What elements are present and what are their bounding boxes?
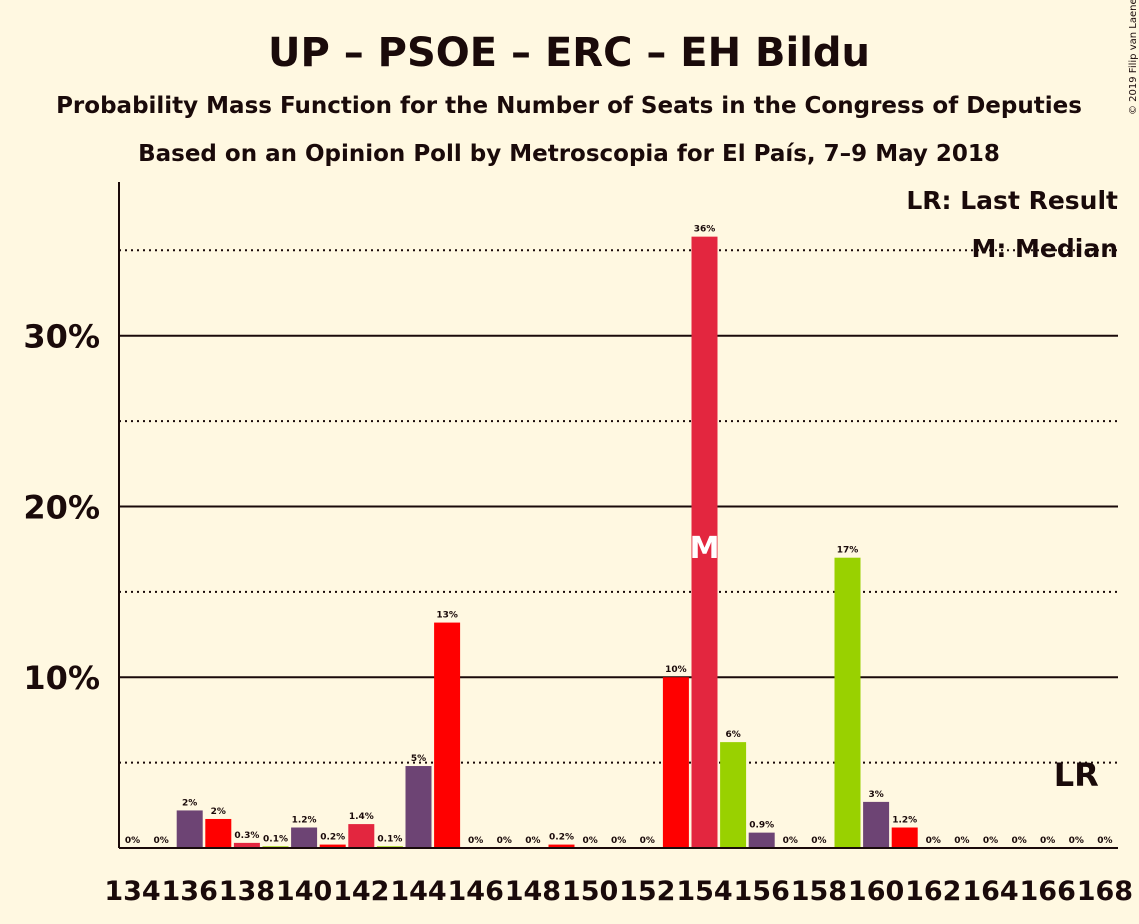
median-marker: M xyxy=(690,531,720,566)
x-tick-label: 138 xyxy=(219,876,275,907)
bar-label: 0% xyxy=(582,836,597,846)
bar-label: 0% xyxy=(468,836,483,846)
x-tick-label: 150 xyxy=(562,876,618,907)
bar xyxy=(748,832,775,848)
x-tick-label: 164 xyxy=(962,876,1018,907)
bar-label: 6% xyxy=(725,730,740,740)
bar-label: 0% xyxy=(125,836,140,846)
bar-data-labels: 0% 0%2%2%0.3% 0.1%1.2%0.2%1.4%0.1%5%13%0% 0… xyxy=(125,225,1113,846)
bar-label: 0% xyxy=(525,836,540,846)
bar-label: 2% xyxy=(182,798,197,808)
bar xyxy=(291,827,318,848)
y-tick-label: 10% xyxy=(23,659,100,697)
bar-label: 0.1% xyxy=(263,834,288,844)
bar-label: 13% xyxy=(436,611,458,621)
chart-subtitle: Probability Mass Function for the Number… xyxy=(56,93,1082,119)
bar-label: 0.2% xyxy=(549,833,574,843)
bar xyxy=(891,827,918,848)
bar xyxy=(662,677,689,848)
bar-label: 0% xyxy=(1011,836,1026,846)
x-tick-label: 166 xyxy=(1020,876,1076,907)
bar-label: 0.3% xyxy=(234,831,259,841)
bar-label: 17% xyxy=(837,546,859,556)
bar-label: 2% xyxy=(211,807,226,817)
bar-label: 0% xyxy=(640,836,655,846)
bar-label: 0% xyxy=(497,836,512,846)
x-tick-label: 168 xyxy=(1077,876,1133,907)
bar-label: 0% xyxy=(983,836,998,846)
copyright-notice: © 2019 Filip van Laenen xyxy=(1128,0,1139,115)
bar-label: 1.2% xyxy=(892,816,917,826)
bar-label: 0% xyxy=(783,836,798,846)
bar xyxy=(863,801,890,848)
x-tick-label: 134 xyxy=(104,876,160,907)
bar-label: 0% xyxy=(1040,836,1055,846)
bar xyxy=(548,844,575,848)
legend-median: M: Median xyxy=(971,234,1118,263)
x-tick-label: 136 xyxy=(162,876,218,907)
bar xyxy=(233,842,260,848)
x-tick-label: 162 xyxy=(905,876,961,907)
x-tick-label: 140 xyxy=(276,876,332,907)
bar-label: 1.2% xyxy=(292,816,317,826)
x-axis-ticks: 134 136 138 140 142 144 146 148 150 152 154 156 158 1… xyxy=(104,876,1133,907)
bar-label: 36% xyxy=(694,225,716,235)
x-tick-label: 158 xyxy=(791,876,847,907)
x-tick-label: 144 xyxy=(390,876,446,907)
legend-last-result: LR: Last Result xyxy=(906,186,1118,215)
x-tick-label: 148 xyxy=(505,876,561,907)
bar-label: 0.1% xyxy=(377,834,402,844)
bars xyxy=(176,236,918,849)
x-tick-label: 156 xyxy=(734,876,790,907)
bar xyxy=(319,844,346,848)
x-tick-label: 160 xyxy=(848,876,904,907)
gridlines xyxy=(119,249,1118,764)
bar-label: 3% xyxy=(868,790,883,800)
bar xyxy=(434,622,461,848)
bar xyxy=(176,810,203,848)
chart-subtitle-source: Based on an Opinion Poll by Metroscopia … xyxy=(138,141,1000,167)
bar xyxy=(720,742,747,848)
bar xyxy=(348,824,375,848)
y-axis-ticks: 10% 20% 30% xyxy=(23,318,100,698)
bar-label: 0.2% xyxy=(320,833,345,843)
bar-label: 0% xyxy=(954,836,969,846)
bar-label: 0% xyxy=(926,836,941,846)
last-result-marker: LR xyxy=(1054,756,1099,794)
bar xyxy=(834,557,861,848)
x-tick-label: 152 xyxy=(619,876,675,907)
y-tick-label: 30% xyxy=(23,318,100,356)
bar-label: 0% xyxy=(611,836,626,846)
bar xyxy=(691,236,718,849)
bar-label: 10% xyxy=(665,665,687,675)
bar-label: 0% xyxy=(811,836,826,846)
bar-label: 0% xyxy=(153,836,168,846)
bar xyxy=(405,766,432,848)
bar-label: 1.4% xyxy=(349,812,374,822)
y-tick-label: 20% xyxy=(23,488,100,526)
bar xyxy=(205,818,232,848)
bar-label: 0% xyxy=(1097,836,1112,846)
bar-label: 0% xyxy=(1069,836,1084,846)
x-tick-label: 154 xyxy=(676,876,732,907)
bar-label: 5% xyxy=(411,754,426,764)
x-tick-label: 142 xyxy=(333,876,389,907)
chart-title: UP – PSOE – ERC – EH Bildu xyxy=(268,30,870,76)
x-tick-label: 146 xyxy=(448,876,504,907)
bar-label: 0.9% xyxy=(749,821,774,831)
